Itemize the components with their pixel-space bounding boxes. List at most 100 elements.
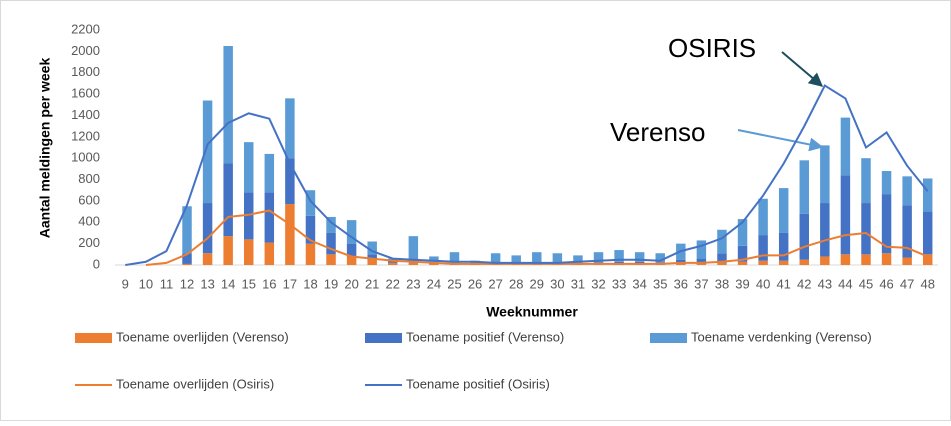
- bar: [758, 235, 768, 261]
- bar: [717, 262, 727, 265]
- bar: [758, 260, 768, 265]
- x-tick-label: 28: [509, 276, 523, 291]
- x-tick-label: 43: [818, 276, 832, 291]
- bar: [676, 263, 686, 265]
- bar: [223, 46, 233, 164]
- x-axis-title: Weeknummer: [486, 304, 578, 320]
- x-tick-label: 33: [612, 276, 626, 291]
- bar: [182, 206, 192, 254]
- bar: [202, 203, 213, 254]
- bar: [285, 204, 295, 265]
- bar: [182, 253, 192, 264]
- y-tick-label: 1000: [71, 150, 100, 165]
- x-tick-label: 11: [160, 276, 174, 291]
- bar: [202, 253, 213, 265]
- legend-label: Toename positief (Verenso): [406, 329, 564, 344]
- bar: [861, 203, 871, 255]
- x-tick-label: 40: [756, 276, 770, 291]
- bar: [922, 178, 933, 212]
- x-tick-label: 25: [447, 276, 461, 291]
- x-tick-label: 18: [303, 276, 317, 291]
- x-tick-label: 39: [735, 276, 749, 291]
- x-tick-label: 44: [838, 276, 852, 291]
- x-tick-label: 23: [406, 276, 420, 291]
- bar: [922, 254, 933, 265]
- bar: [902, 205, 912, 258]
- x-tick-label: 36: [674, 276, 688, 291]
- annotation: Verenso: [610, 117, 705, 147]
- bar: [655, 253, 665, 263]
- x-tick-label: 37: [694, 276, 708, 291]
- x-tick-label: 10: [139, 276, 153, 291]
- y-axis-title: Aantal meldingen per week: [37, 58, 53, 239]
- bar: [881, 171, 892, 195]
- x-tick-label: 13: [200, 276, 214, 291]
- x-tick-label: 48: [920, 276, 934, 291]
- bar: [696, 240, 707, 259]
- y-tick-label: 1400: [71, 107, 100, 122]
- bar: [717, 253, 727, 263]
- legend: Toename overlijden (Verenso) Toename posi…: [75, 329, 872, 391]
- legend-swatch: [650, 333, 687, 343]
- x-tick-label: 47: [900, 276, 914, 291]
- legend-swatch: [365, 333, 402, 343]
- annotation-arrow: [737, 129, 824, 152]
- bar: [346, 256, 357, 265]
- bar: [408, 236, 419, 259]
- bar: [840, 175, 851, 255]
- bar: [799, 160, 809, 214]
- bar: [408, 262, 419, 265]
- bar: [264, 192, 275, 243]
- bar: [429, 256, 439, 262]
- bar: [182, 263, 192, 265]
- legend-swatch: [75, 333, 112, 343]
- x-tick-label: 17: [283, 276, 297, 291]
- bar: [820, 256, 830, 265]
- bar: [408, 258, 419, 263]
- annotation-arrow: [781, 51, 824, 87]
- x-tick-label: 27: [488, 276, 502, 291]
- x-tick-label: 34: [632, 276, 646, 291]
- bar: [614, 250, 624, 262]
- bar: [758, 198, 768, 236]
- bar: [244, 142, 254, 193]
- bar: [326, 216, 336, 233]
- bar: [799, 259, 809, 265]
- bar: [696, 258, 707, 264]
- x-tick-label: 46: [879, 276, 893, 291]
- bar: [696, 263, 707, 265]
- y-tick-label: 400: [78, 214, 100, 229]
- x-tick-label: 20: [344, 276, 358, 291]
- legend-label: Toename verdenking (Verenso): [691, 329, 872, 344]
- x-tick-label: 16: [262, 276, 276, 291]
- legend-label: Toename positief (Osiris): [406, 376, 550, 391]
- bar: [305, 243, 316, 265]
- x-tick-label: 42: [797, 276, 811, 291]
- bar: [840, 254, 851, 265]
- bar: [861, 254, 871, 265]
- x-tick-label: 30: [550, 276, 564, 291]
- bar: [305, 215, 316, 244]
- bar: [490, 253, 501, 264]
- legend-label: Toename overlijden (Osiris): [116, 376, 274, 391]
- bar: [717, 229, 727, 254]
- y-tick-label: 800: [78, 171, 100, 186]
- x-tick-label: 31: [571, 276, 585, 291]
- bar: [778, 188, 789, 233]
- x-tick-label: 38: [715, 276, 729, 291]
- x-tick-label: 26: [468, 276, 482, 291]
- x-tick-label: 41: [776, 276, 790, 291]
- bar: [881, 194, 892, 254]
- bar: [367, 254, 377, 260]
- x-tick-label: 21: [365, 276, 379, 291]
- bar: [285, 98, 295, 159]
- bar: [449, 252, 460, 263]
- bar: [593, 252, 604, 263]
- bar: [778, 260, 789, 265]
- x-tick-label: 22: [386, 276, 400, 291]
- x-tick-label: 15: [242, 276, 256, 291]
- bar: [367, 259, 377, 265]
- bar: [388, 258, 398, 261]
